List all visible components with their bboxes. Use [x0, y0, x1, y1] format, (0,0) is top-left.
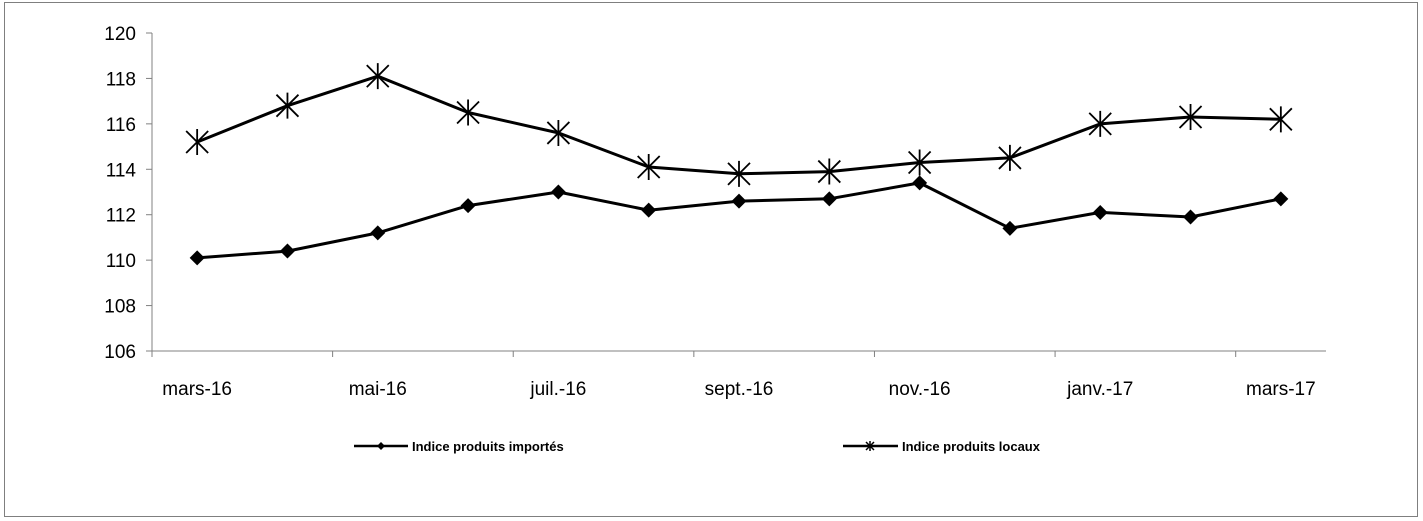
y-tick-label: 118 [106, 69, 136, 90]
series-imported [189, 175, 1289, 266]
y-tick-label: 116 [106, 115, 136, 136]
data-point-asterisk [637, 154, 661, 181]
data-point-diamond [731, 193, 747, 209]
chart-axes [146, 32, 1326, 357]
data-point-asterisk [1178, 104, 1203, 131]
series-layer [185, 63, 1293, 266]
data-point-asterisk [727, 160, 751, 187]
x-tick-label: juil.-16 [529, 379, 586, 400]
data-point-diamond [1273, 191, 1289, 207]
y-tick-label: 114 [106, 160, 137, 181]
x-tick-label: sept.-16 [705, 379, 774, 400]
data-point-diamond [370, 225, 386, 241]
data-point-asterisk [546, 119, 571, 146]
y-tick-label: 106 [104, 342, 136, 363]
data-point-diamond [279, 243, 295, 259]
data-point-asterisk [1088, 110, 1112, 137]
legend-label-imported: Indice produits importés [412, 439, 564, 454]
x-tick-label: janv.-17 [1066, 379, 1133, 400]
series-line [196, 74, 1281, 176]
data-point-asterisk [907, 149, 932, 176]
legend-item-imported: Indice produits importés [354, 439, 564, 454]
data-point-diamond [1183, 209, 1199, 225]
data-point-asterisk [817, 158, 841, 185]
x-tick-label: nov.-16 [889, 379, 951, 400]
legend: Indice produits importés Indice produits… [354, 439, 1041, 454]
series-local [185, 63, 1293, 187]
data-point-diamond [641, 202, 657, 218]
y-tick-label: 120 [104, 24, 136, 45]
data-point-asterisk [275, 92, 300, 119]
line-chart: 106 108 110 112 114 116 118 120 mars-16 mai-16 ju… [104, 24, 1326, 454]
data-point-diamond [460, 198, 476, 214]
legend-label-local: Indice produits locaux [902, 439, 1041, 454]
data-point-asterisk [1269, 106, 1293, 133]
legend-asterisk-icon [865, 441, 875, 451]
legend-diamond-icon [377, 442, 385, 450]
y-tick-label: 108 [104, 297, 136, 318]
data-point-diamond [821, 191, 837, 207]
data-point-asterisk [366, 63, 390, 90]
data-point-asterisk [456, 99, 480, 126]
x-tick-label: mai-16 [349, 379, 407, 400]
x-tick-label: mars-17 [1246, 379, 1316, 400]
chart-frame: 106 108 110 112 114 116 118 120 mars-16 mai-16 ju… [4, 2, 1418, 517]
x-axis-tick-labels: mars-16 mai-16 juil.-16 sept.-16 nov.-16 janv… [162, 379, 1315, 400]
x-tick-label: mars-16 [162, 379, 232, 400]
data-point-diamond [912, 175, 928, 191]
data-point-diamond [550, 184, 566, 200]
legend-item-local: Indice produits locaux [843, 439, 1041, 454]
y-axis-tick-labels: 106 108 110 112 114 116 118 120 [104, 24, 136, 363]
data-point-diamond [189, 250, 205, 266]
y-tick-label: 110 [106, 251, 136, 272]
y-tick-label: 112 [106, 206, 136, 227]
data-point-asterisk [185, 129, 209, 156]
data-point-diamond [1092, 204, 1108, 220]
data-point-diamond [1002, 220, 1018, 236]
data-point-asterisk [998, 144, 1022, 171]
